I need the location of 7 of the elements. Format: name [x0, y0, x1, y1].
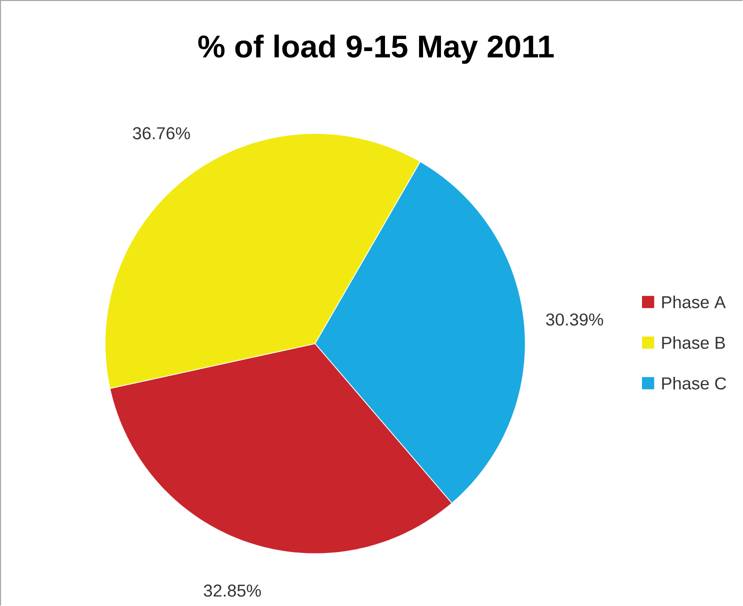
legend-label: Phase A: [662, 296, 726, 308]
data-label: 36.76%: [132, 127, 190, 140]
chart-title: % of load 9-15 May 2011: [198, 34, 554, 64]
legend-label: Phase C: [662, 376, 726, 390]
legend-label: Phase B: [662, 336, 725, 349]
data-label: 32.85%: [204, 584, 261, 597]
data-label: 30.39%: [546, 313, 604, 326]
